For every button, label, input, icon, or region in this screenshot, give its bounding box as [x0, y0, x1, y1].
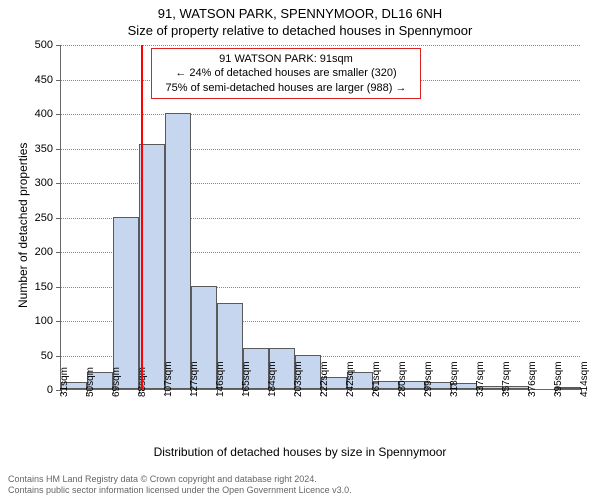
- x-tick-label: 395sqm: [553, 361, 564, 397]
- annotation-line: ← 24% of detached houses are smaller (32…: [158, 66, 414, 80]
- y-tick-label: 250: [35, 212, 61, 224]
- y-tick-label: 450: [35, 74, 61, 86]
- x-tick-label: 414sqm: [579, 361, 590, 397]
- x-tick-label: 261sqm: [371, 361, 382, 397]
- y-tick-label: 500: [35, 39, 61, 51]
- histogram-bar: [113, 217, 139, 390]
- y-tick-label: 200: [35, 246, 61, 258]
- x-tick-label: 357sqm: [501, 361, 512, 397]
- y-axis-label: Number of detached properties: [16, 142, 30, 307]
- x-tick-label: 299sqm: [423, 361, 434, 397]
- y-tick-label: 300: [35, 177, 61, 189]
- chart-title-main: 91, WATSON PARK, SPENNYMOOR, DL16 6NH: [0, 0, 600, 21]
- marker-line: [141, 45, 143, 389]
- y-tick-label: 100: [35, 315, 61, 327]
- x-tick-label: 107sqm: [163, 361, 174, 397]
- x-tick-label: 31sqm: [59, 367, 70, 397]
- annotation-box: 91 WATSON PARK: 91sqm← 24% of detached h…: [151, 48, 421, 99]
- y-tick-label: 350: [35, 143, 61, 155]
- x-tick-label: 165sqm: [241, 361, 252, 397]
- x-tick-label: 50sqm: [85, 367, 96, 397]
- footer-attribution: Contains HM Land Registry data © Crown c…: [8, 474, 352, 497]
- x-axis-label: Distribution of detached houses by size …: [0, 445, 600, 459]
- footer-line-1: Contains HM Land Registry data © Crown c…: [8, 474, 352, 485]
- y-tick-label: 150: [35, 281, 61, 293]
- x-tick-label: 222sqm: [319, 361, 330, 397]
- x-tick-label: 337sqm: [475, 361, 486, 397]
- y-tick-label: 50: [41, 350, 61, 362]
- x-tick-label: 280sqm: [397, 361, 408, 397]
- chart-title-sub: Size of property relative to detached ho…: [0, 21, 600, 38]
- plot-area: 05010015020025030035040045050031sqm50sqm…: [60, 45, 580, 390]
- annotation-line: 91 WATSON PARK: 91sqm: [158, 52, 414, 66]
- grid-line: [61, 45, 580, 46]
- x-tick-label: 69sqm: [111, 367, 122, 397]
- x-tick-label: 242sqm: [345, 361, 356, 397]
- y-tick-label: 400: [35, 108, 61, 120]
- x-tick-label: 127sqm: [189, 361, 200, 397]
- histogram-bar: [165, 113, 191, 389]
- annotation-line: 75% of semi-detached houses are larger (…: [158, 81, 414, 95]
- x-tick-label: 318sqm: [449, 361, 460, 397]
- chart-container: 91, WATSON PARK, SPENNYMOOR, DL16 6NH Si…: [0, 0, 600, 500]
- footer-line-2: Contains public sector information licen…: [8, 485, 352, 496]
- x-tick-label: 146sqm: [215, 361, 226, 397]
- x-tick-label: 184sqm: [267, 361, 278, 397]
- grid-line: [61, 114, 580, 115]
- x-tick-label: 376sqm: [527, 361, 538, 397]
- x-tick-label: 203sqm: [293, 361, 304, 397]
